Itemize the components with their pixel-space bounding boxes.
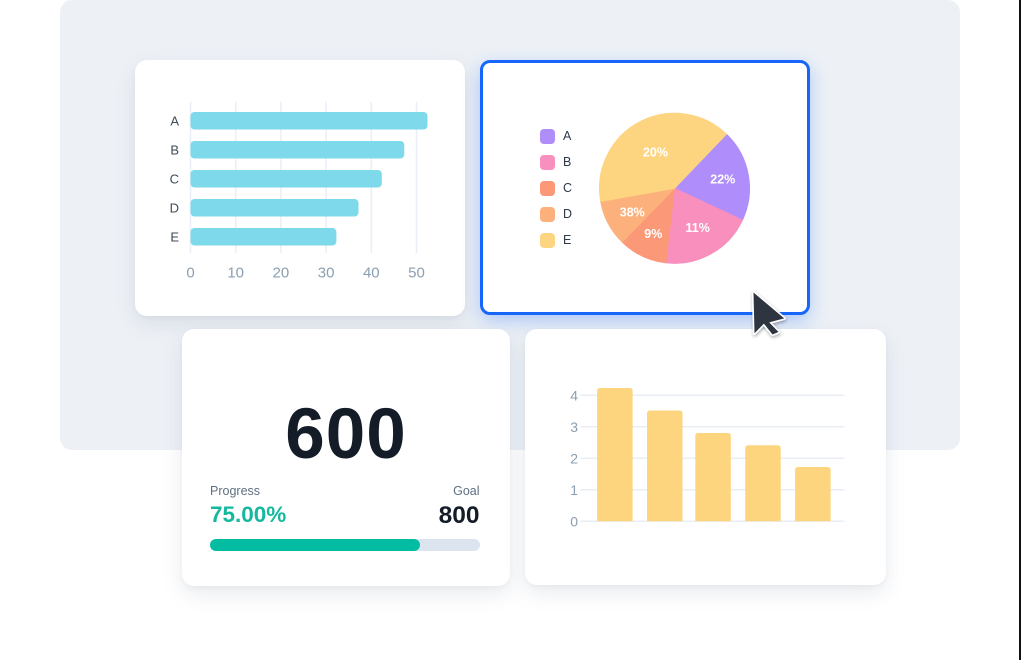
svg-text:20: 20 (273, 264, 290, 281)
svg-text:2: 2 (570, 450, 578, 466)
svg-text:11%: 11% (686, 220, 710, 234)
svg-text:3: 3 (570, 419, 578, 435)
svg-text:0: 0 (186, 264, 194, 281)
svg-text:4: 4 (570, 387, 578, 403)
svg-text:E: E (170, 229, 179, 244)
svg-text:C: C (170, 171, 179, 186)
svg-text:10: 10 (227, 264, 244, 281)
svg-text:20%: 20% (643, 145, 668, 159)
svg-text:50: 50 (408, 264, 425, 281)
svg-text:1: 1 (570, 482, 578, 498)
svg-text:22%: 22% (710, 172, 735, 186)
svg-text:9%: 9% (644, 226, 662, 240)
svg-text:40: 40 (363, 264, 380, 281)
svg-text:B: B (170, 142, 179, 157)
svg-text:0: 0 (570, 513, 578, 529)
svg-text:30: 30 (318, 264, 335, 281)
svg-text:A: A (170, 113, 179, 128)
svg-text:D: D (170, 200, 179, 215)
svg-text:38%: 38% (620, 205, 645, 219)
